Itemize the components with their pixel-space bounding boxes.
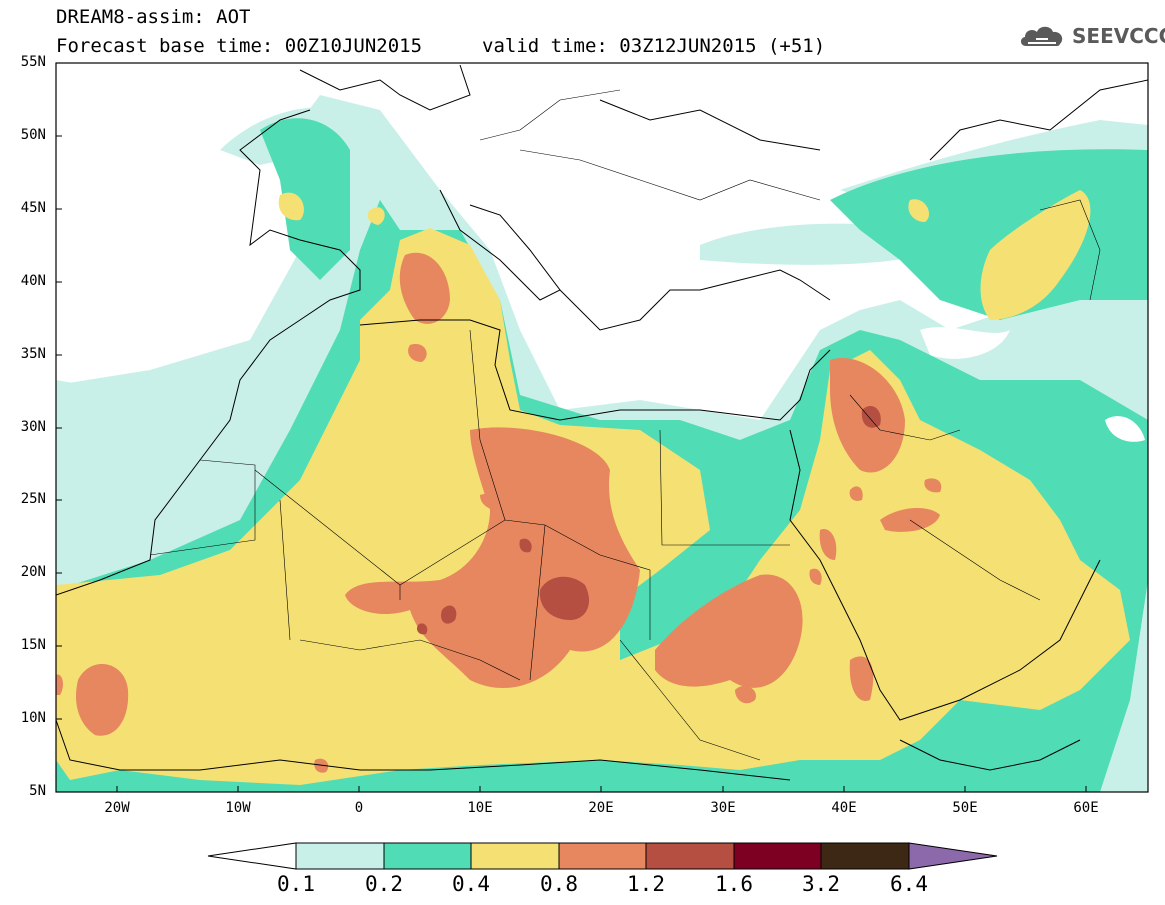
lon-label: 10E	[467, 800, 493, 816]
colorbar-label: 6.4	[890, 872, 928, 896]
lat-label: 5N	[29, 783, 46, 799]
lon-label: 0	[354, 800, 364, 816]
valid-time: valid time: 03Z12JUN2015 (+51)	[482, 35, 826, 57]
lat-label: 15N	[20, 637, 46, 653]
colorbar-label: 0.2	[365, 872, 403, 896]
aot-field	[56, 63, 1148, 792]
colorbar-label: 3.2	[802, 872, 840, 896]
colorbar-segment	[733, 842, 822, 870]
colorbar-segment	[820, 842, 910, 870]
lon-label: 60E	[1073, 800, 1099, 816]
aot-level-1.2	[416, 405, 881, 635]
colorbar-segment	[295, 842, 385, 870]
cloud-logo-icon	[1020, 26, 1063, 46]
lat-label: 40N	[20, 273, 46, 289]
map-title: DREAM8-assim: AOT	[56, 6, 251, 28]
colorbar-segment-above	[908, 842, 998, 870]
lat-label: 10N	[20, 710, 46, 726]
colorbar-segment	[645, 842, 735, 870]
lat-label: 45N	[20, 200, 46, 216]
lat-label: 25N	[20, 491, 46, 507]
colorbar-label: 0.1	[277, 872, 315, 896]
colorbar-segment	[383, 842, 472, 870]
logo-text: SEEVCCC	[1072, 24, 1165, 48]
colorbar-label: 1.6	[715, 872, 753, 896]
colorbar-segment	[558, 842, 647, 870]
lat-label: 30N	[20, 419, 46, 435]
aot-gaps	[920, 327, 1145, 442]
colorbar-label: 0.8	[540, 872, 578, 896]
colorbar-label: 0.4	[452, 872, 490, 896]
lon-label: 10W	[225, 800, 251, 816]
colorbar	[207, 842, 998, 870]
seevccc-logo: SEEVCCC	[1018, 22, 1165, 50]
lon-label: 20W	[104, 800, 130, 816]
lat-label: 35N	[20, 346, 46, 362]
lon-label: 30E	[710, 800, 736, 816]
lon-label: 20E	[588, 800, 614, 816]
forecast-base-time: Forecast base time: 00Z10JUN2015	[56, 35, 423, 57]
borders	[149, 89, 1101, 761]
colorbar-label: 1.2	[627, 872, 665, 896]
lat-label: 50N	[20, 127, 46, 143]
lon-label: 50E	[952, 800, 978, 816]
colorbar-segment	[470, 842, 560, 870]
lat-label: 55N	[20, 54, 46, 70]
lon-label: 40E	[831, 800, 857, 816]
coastlines	[56, 64, 1148, 781]
colorbar-segment-below	[207, 842, 297, 870]
tick-marks	[56, 62, 1087, 792]
lat-label: 20N	[20, 564, 46, 580]
